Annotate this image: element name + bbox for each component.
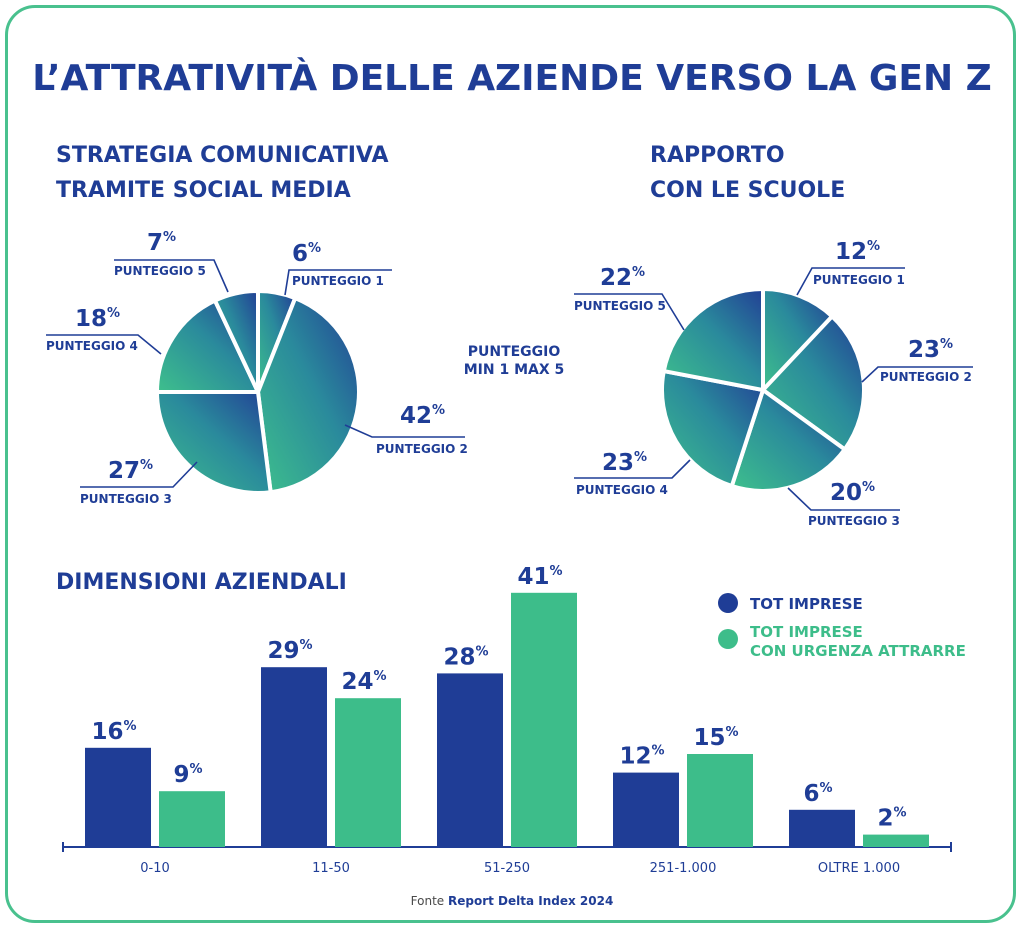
bar-2-series-1 (261, 667, 327, 847)
legend-marker-series-1 (718, 593, 738, 613)
pie2-slice-label-2: PUNTEGGIO 2 (880, 370, 972, 384)
pie1-slice-label-4: PUNTEGGIO 4 (46, 339, 138, 353)
pie2-leader-5 (574, 293, 685, 331)
legend-label-series-1: TOT IMPRESE (750, 595, 863, 613)
pie2-value-label-4: 23% (602, 450, 647, 476)
pie1-slice-2 (256, 296, 361, 495)
pie1-value-label-4: 18% (75, 306, 120, 332)
pie2-value-label-2: 23% (908, 337, 953, 363)
bar-chart-title: DIMENSIONI AZIENDALI (56, 570, 347, 595)
bar-5-series-2 (863, 834, 929, 847)
source-note: Fonte Report Delta Index 2024 (411, 894, 614, 908)
pie2-slice-4 (660, 369, 765, 489)
pie2-leader-2 (861, 366, 973, 383)
bar-value-label-4-1: 12% (619, 744, 664, 770)
pie1-value-label-2: 42% (400, 403, 445, 429)
pie2-value-label-3: 20% (830, 480, 875, 506)
bar-5-series-1 (789, 809, 855, 847)
pie1-leader-4 (46, 334, 162, 355)
bar-value-label-5-1: 6% (803, 781, 832, 807)
page-title: L’ATTRATIVITÀ DELLE AZIENDE VERSO LA GEN… (32, 57, 992, 99)
pie2-slice-label-3: PUNTEGGIO 3 (808, 514, 900, 528)
pie1-leader-5 (114, 259, 229, 293)
bar-value-label-2-2: 24% (341, 669, 386, 695)
bar-value-label-1-1: 16% (91, 719, 136, 745)
legend-marker-series-2 (718, 629, 738, 649)
pie1-value-label-1: 6% (292, 241, 321, 267)
bar-2-series-2 (335, 698, 401, 847)
bar-value-label-3-2: 41% (517, 564, 562, 590)
pie-chart-school-relations: 12% PUNTEGGIO 1 23% PUNTEGGIO 2 20% PUNTEGGIO… (574, 239, 973, 528)
legend-label-series-2: TOT IMPRESE CON URGENZA ATTRARRE (750, 623, 966, 660)
pie1-title-line1: STRATEGIA COMUNICATIVA (56, 143, 389, 168)
bar-chart-legend: TOT IMPRESE TOT IMPRESE CON URGENZA ATTRA… (718, 593, 966, 660)
bar-category-label-2: 11-50 (312, 861, 350, 876)
pie1-slice-label-5: PUNTEGGIO 5 (114, 264, 206, 278)
infographic-frame (5, 5, 1016, 923)
pie1-slice-3 (155, 390, 273, 495)
pie2-value-label-1: 12% (835, 239, 880, 265)
bar-1-series-2 (159, 791, 225, 847)
bar-category-label-4: 251-1.000 (650, 861, 717, 876)
pie-chart-social-media: 6% PUNTEGGIO 1 42% PUNTEGGIO 2 27% PUNTEGGIO … (46, 230, 468, 506)
pie2-leader-3 (787, 487, 900, 511)
score-note-line1: PUNTEGGIO (468, 344, 561, 360)
pie2-title-line2: CON LE SCUOLE (650, 178, 845, 203)
pie2-slice-1 (761, 287, 835, 392)
pie2-slice-label-4: PUNTEGGIO 4 (576, 483, 668, 497)
pie2-leader-1 (796, 267, 905, 296)
bar-category-label-3: 51-250 (484, 861, 530, 876)
pie1-leader-1 (284, 269, 392, 296)
pie1-slice-label-1: PUNTEGGIO 1 (292, 274, 384, 288)
pie1-leader-3 (80, 461, 198, 488)
bar-value-label-2-1: 29% (267, 638, 312, 664)
bar-1-series-1 (85, 747, 151, 847)
pie1-slice-5 (213, 289, 260, 394)
bar-value-label-4-2: 15% (693, 725, 738, 751)
bar-category-label-1: 0-10 (140, 861, 170, 876)
bar-4-series-2 (687, 754, 753, 847)
pie1-slice-label-2: PUNTEGGIO 2 (376, 442, 468, 456)
bar-category-label-5: OLTRE 1.000 (818, 861, 900, 876)
bar-chart: 16% 9% 0-10 29% 24% 11-50 28% 41% 51-250 12% 15% 25… (62, 564, 952, 876)
pie1-value-label-3: 27% (108, 458, 153, 484)
bar-value-label-5-2: 2% (877, 806, 906, 832)
pie2-title-line1: RAPPORTO (650, 143, 785, 168)
bar-3-series-2 (511, 592, 577, 847)
pie1-slice-label-3: PUNTEGGIO 3 (80, 492, 172, 506)
pie1-value-label-5: 7% (147, 230, 176, 256)
pie1-leader-2 (344, 424, 465, 438)
bar-4-series-1 (613, 772, 679, 847)
pie1-slice-4 (155, 298, 260, 394)
bar-3-series-1 (437, 673, 503, 847)
bar-value-label-1-2: 9% (173, 762, 202, 788)
pie2-value-label-5: 22% (600, 265, 645, 291)
pie2-slice-label-1: PUNTEGGIO 1 (813, 273, 905, 287)
pie2-slice-5 (661, 287, 765, 392)
pie2-slice-label-5: PUNTEGGIO 5 (574, 299, 666, 313)
pie1-title-line2: TRAMITE SOCIAL MEDIA (56, 178, 351, 203)
pie2-slice-3 (729, 388, 847, 494)
score-note-line2: MIN 1 MAX 5 (464, 362, 565, 378)
bar-value-label-3-1: 28% (443, 644, 488, 670)
pie2-leader-4 (574, 459, 691, 479)
